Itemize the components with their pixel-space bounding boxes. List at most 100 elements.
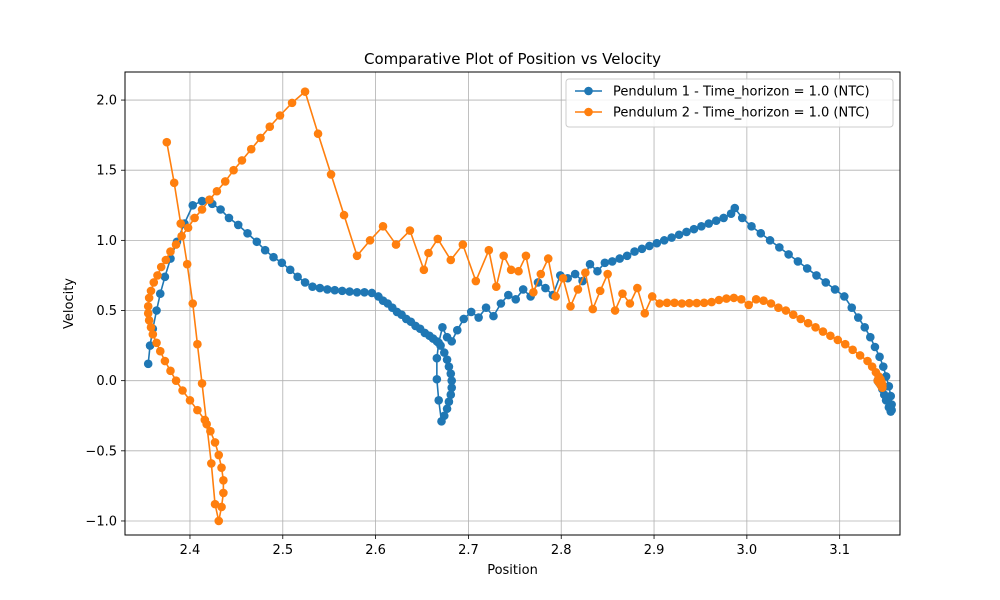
data-point bbox=[489, 311, 498, 321]
data-point bbox=[884, 381, 894, 391]
data-point bbox=[830, 285, 840, 294]
data-point bbox=[866, 332, 875, 342]
data-point bbox=[360, 287, 369, 297]
x-tick-label: 3.0 bbox=[737, 543, 758, 558]
legend-label-pendulum-1: Pendulum 1 - Time_horizon = 1.0 (NTC) bbox=[613, 85, 870, 100]
data-point bbox=[506, 265, 516, 275]
plot-frame bbox=[124, 71, 901, 536]
data-point bbox=[826, 331, 835, 341]
data-point bbox=[630, 247, 639, 256]
data-point bbox=[444, 362, 454, 371]
data-point bbox=[315, 283, 325, 293]
data-point bbox=[603, 269, 612, 279]
data-point bbox=[182, 259, 192, 269]
data-point bbox=[176, 219, 185, 228]
data-point bbox=[193, 339, 202, 349]
data-point bbox=[178, 386, 187, 395]
data-point bbox=[689, 224, 699, 234]
data-point bbox=[821, 278, 831, 287]
data-point bbox=[781, 306, 791, 315]
data-point bbox=[692, 298, 702, 308]
data-point bbox=[518, 285, 528, 294]
data-point bbox=[765, 236, 775, 245]
data-point bbox=[491, 282, 501, 291]
data-point bbox=[667, 233, 676, 242]
data-point bbox=[707, 297, 716, 307]
data-point bbox=[496, 299, 506, 308]
x-axis-label: Position bbox=[487, 563, 538, 578]
x-axis: 2.4 2.5 2.6 2.7 2.8 2.9 3.0 3.1 bbox=[180, 535, 850, 558]
data-point bbox=[146, 323, 156, 332]
data-point bbox=[529, 287, 538, 297]
data-point bbox=[682, 227, 691, 237]
data-point bbox=[169, 178, 179, 188]
data-point bbox=[775, 243, 784, 252]
data-point bbox=[615, 254, 624, 263]
y-tick-label: 0.0 bbox=[96, 374, 117, 389]
data-point bbox=[452, 325, 462, 335]
data-point bbox=[437, 417, 446, 426]
data-point bbox=[595, 286, 605, 296]
data-point bbox=[177, 231, 186, 241]
data-point bbox=[704, 219, 714, 228]
data-point bbox=[652, 238, 662, 248]
data-point bbox=[796, 314, 805, 324]
data-point bbox=[747, 222, 756, 231]
data-point bbox=[543, 254, 553, 263]
data-point bbox=[444, 397, 454, 407]
data-point bbox=[736, 294, 746, 304]
data-point bbox=[308, 282, 317, 291]
data-point bbox=[551, 292, 560, 301]
data-point bbox=[144, 316, 154, 325]
data-point bbox=[637, 244, 647, 254]
data-point bbox=[197, 205, 207, 214]
data-point bbox=[481, 303, 491, 313]
data-point bbox=[378, 222, 388, 231]
data-point bbox=[206, 426, 215, 436]
data-point bbox=[323, 285, 332, 294]
data-point bbox=[847, 303, 857, 313]
data-point bbox=[729, 293, 739, 303]
data-point bbox=[171, 240, 181, 249]
data-point bbox=[237, 156, 247, 165]
data-point bbox=[458, 240, 468, 249]
data-point bbox=[812, 271, 821, 280]
data-point bbox=[818, 327, 828, 336]
data-point bbox=[766, 299, 776, 308]
data-point bbox=[793, 257, 803, 266]
data-point bbox=[217, 502, 226, 512]
data-point bbox=[419, 265, 429, 275]
data-point bbox=[148, 330, 158, 339]
data-point bbox=[438, 323, 447, 332]
data-point bbox=[588, 304, 598, 314]
data-point bbox=[447, 383, 457, 392]
y-axis: −1.0 −0.5 0.0 0.5 1.0 1.5 2.0 bbox=[85, 94, 125, 529]
data-point bbox=[504, 290, 513, 300]
data-point bbox=[146, 286, 156, 296]
data-point bbox=[155, 289, 165, 298]
y-tick-label: −1.0 bbox=[85, 514, 117, 529]
data-point bbox=[756, 229, 766, 238]
data-point bbox=[618, 289, 627, 298]
y-tick-label: 1.5 bbox=[96, 164, 117, 179]
grid bbox=[125, 72, 900, 535]
data-point bbox=[212, 186, 222, 196]
data-point bbox=[197, 196, 207, 206]
data-point bbox=[788, 310, 798, 320]
y-tick-label: 2.0 bbox=[96, 94, 117, 109]
x-tick-label: 2.7 bbox=[458, 543, 479, 558]
data-point bbox=[152, 338, 161, 348]
x-tick-label: 2.6 bbox=[365, 543, 386, 558]
data-point bbox=[593, 266, 602, 276]
data-point bbox=[625, 299, 635, 308]
data-point bbox=[434, 338, 444, 348]
data-point bbox=[873, 376, 883, 385]
data-point bbox=[326, 170, 336, 179]
data-point bbox=[160, 356, 170, 366]
data-point bbox=[345, 287, 354, 296]
data-point bbox=[433, 234, 443, 244]
data-point bbox=[220, 177, 230, 186]
data-point bbox=[471, 276, 481, 286]
data-point bbox=[233, 220, 243, 230]
